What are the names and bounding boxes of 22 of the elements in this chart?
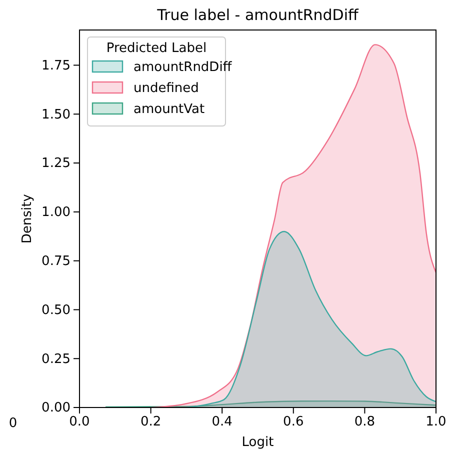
x-tick-label: 0.4 xyxy=(212,414,232,430)
text: 0 xyxy=(8,416,18,431)
legend-label: amountVat xyxy=(134,102,205,117)
y-tick-label: 0.00 xyxy=(42,400,70,416)
x-tick-label: 1.0 xyxy=(426,414,446,430)
y-tick-label: 0.75 xyxy=(42,254,70,269)
x-tick-label: 0.2 xyxy=(140,414,162,430)
legend-title: Predicted Label xyxy=(106,41,207,56)
legend-label: amountRndDiff xyxy=(134,60,233,75)
y-tick-label: 1.25 xyxy=(42,156,70,172)
chart-title: True label - amountRndDiff xyxy=(156,6,360,24)
y-tick-label: 1.50 xyxy=(42,107,70,122)
y-axis-title: Density xyxy=(20,194,35,244)
x-tick-label: 0.0 xyxy=(69,414,90,430)
y-tick-label: 1.75 xyxy=(42,58,70,74)
x-axis-title: Logit xyxy=(242,435,274,450)
y-tick-label: 0.50 xyxy=(42,302,70,318)
legend-label: undefined xyxy=(134,81,199,96)
y-tick-label: 1.00 xyxy=(42,205,70,220)
x-tick-label: 0.8 xyxy=(354,414,376,430)
y-tick-label: 0.25 xyxy=(42,352,70,367)
x-tick-label: 0.6 xyxy=(283,414,304,430)
